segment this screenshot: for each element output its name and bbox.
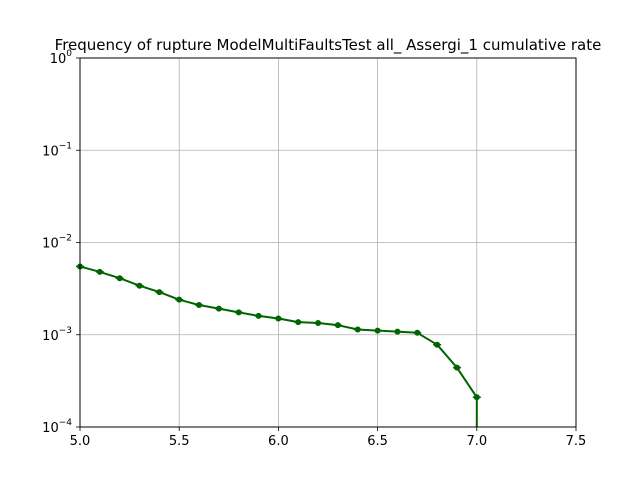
x-tick-label: 6.0	[268, 434, 289, 449]
y-tick-base: 10	[42, 329, 59, 344]
y-tick-label: 10−3	[42, 326, 72, 344]
y-tick-exponent: 0	[66, 49, 72, 59]
x-tick-label: 5.0	[70, 434, 91, 449]
x-tick-label: 7.5	[566, 434, 587, 449]
y-tick-exponent: −3	[59, 326, 72, 336]
chart-title: Frequency of rupture ModelMultiFaultsTes…	[55, 36, 602, 55]
x-tick-label: 7.0	[466, 434, 487, 449]
series-line	[79, 265, 478, 427]
y-tick-label: 10−1	[42, 141, 72, 159]
y-tick-label: 100	[50, 49, 73, 67]
y-tick-base: 10	[42, 237, 59, 252]
y-tick-base: 10	[42, 144, 59, 159]
y-tick-label: 10−2	[42, 234, 72, 252]
y-tick-exponent: −4	[59, 418, 73, 428]
x-axis: 5.0 5.5 6.0 6.5 7.0 7.5	[70, 427, 587, 449]
x-tick-label: 5.5	[169, 434, 190, 449]
y-tick-base: 10	[50, 52, 67, 67]
y-tick-base: 10	[42, 421, 59, 436]
y-tick-exponent: −2	[59, 234, 72, 244]
x-tick-label: 6.5	[367, 434, 388, 449]
series-layer	[76, 263, 481, 427]
y-tick-label: 10−4	[42, 418, 72, 436]
y-tick-exponent: −1	[59, 141, 72, 151]
